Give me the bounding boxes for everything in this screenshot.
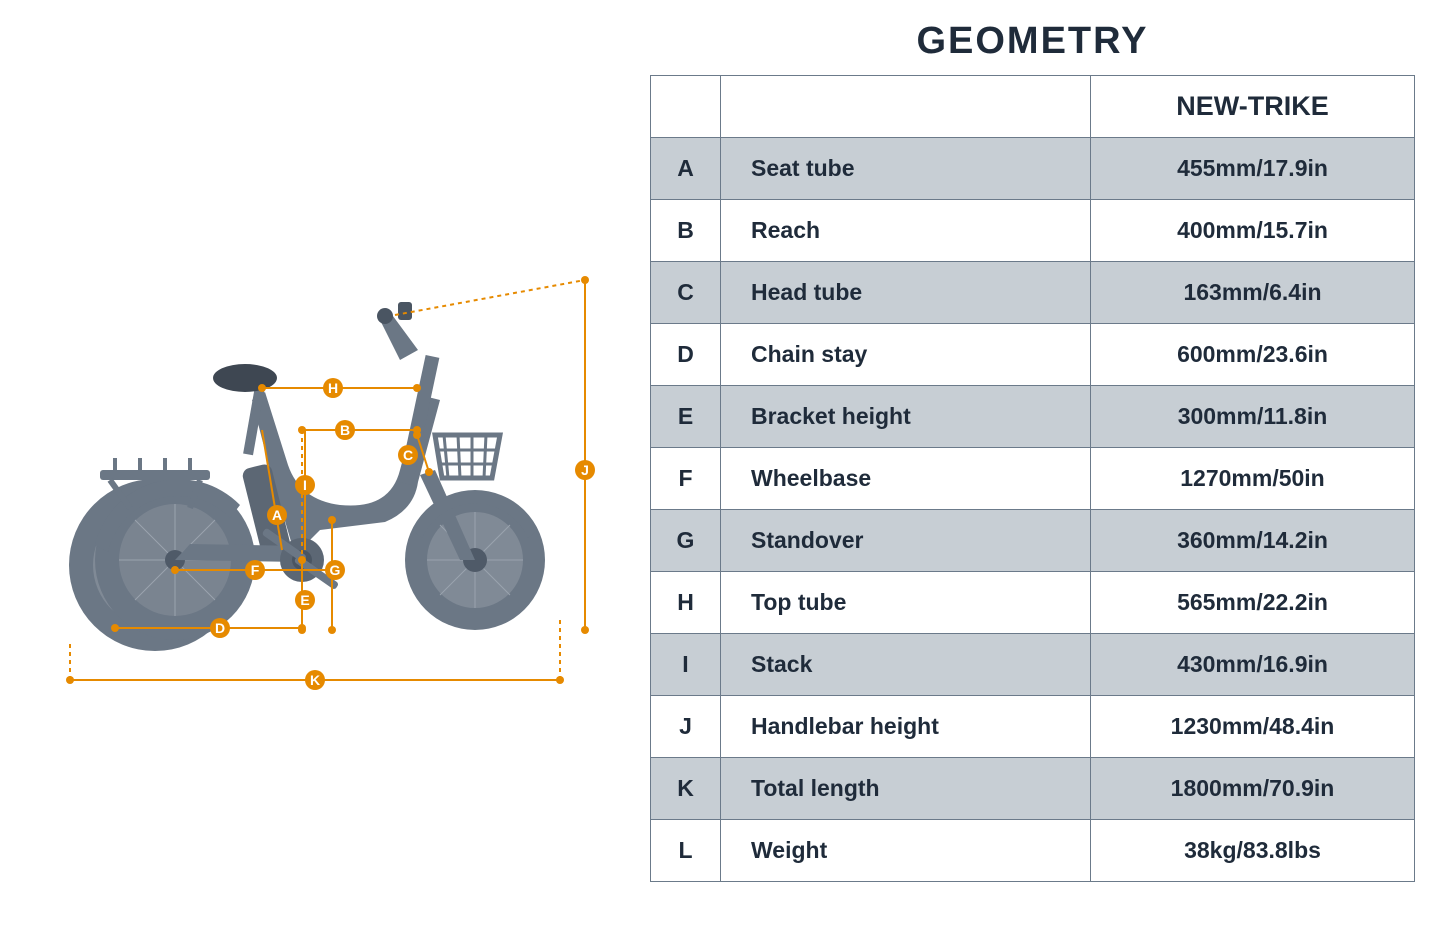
svg-text:K: K bbox=[310, 672, 320, 688]
row-value: 430mm/16.9in bbox=[1091, 634, 1415, 696]
table-row: ASeat tube455mm/17.9in bbox=[651, 138, 1415, 200]
row-name: Bracket height bbox=[721, 386, 1091, 448]
geometry-diagram: A B C D E F G H I J K bbox=[0, 0, 640, 932]
table-row: DChain stay600mm/23.6in bbox=[651, 324, 1415, 386]
row-letter: D bbox=[651, 324, 721, 386]
row-name: Top tube bbox=[721, 572, 1091, 634]
row-name: Handlebar height bbox=[721, 696, 1091, 758]
row-value: 565mm/22.2in bbox=[1091, 572, 1415, 634]
table-row: LWeight38kg/83.8lbs bbox=[651, 820, 1415, 882]
table-row: IStack430mm/16.9in bbox=[651, 634, 1415, 696]
table-row: EBracket height300mm/11.8in bbox=[651, 386, 1415, 448]
row-name: Stack bbox=[721, 634, 1091, 696]
svg-text:C: C bbox=[403, 447, 413, 463]
svg-text:G: G bbox=[330, 562, 341, 578]
table-row: KTotal length1800mm/70.9in bbox=[651, 758, 1415, 820]
svg-text:I: I bbox=[303, 477, 307, 493]
row-name: Head tube bbox=[721, 262, 1091, 324]
row-value: 300mm/11.8in bbox=[1091, 386, 1415, 448]
row-letter: L bbox=[651, 820, 721, 882]
row-value: 400mm/15.7in bbox=[1091, 200, 1415, 262]
row-name: Reach bbox=[721, 200, 1091, 262]
row-letter: C bbox=[651, 262, 721, 324]
row-letter: B bbox=[651, 200, 721, 262]
svg-text:J: J bbox=[581, 462, 589, 478]
svg-text:B: B bbox=[340, 422, 350, 438]
geometry-table: NEW-TRIKE ASeat tube455mm/17.9inBReach40… bbox=[650, 75, 1415, 882]
row-value: 1800mm/70.9in bbox=[1091, 758, 1415, 820]
row-value: 600mm/23.6in bbox=[1091, 324, 1415, 386]
row-letter: F bbox=[651, 448, 721, 510]
row-value: 455mm/17.9in bbox=[1091, 138, 1415, 200]
row-name: Weight bbox=[721, 820, 1091, 882]
svg-text:A: A bbox=[272, 507, 282, 523]
svg-text:H: H bbox=[328, 380, 338, 396]
row-value: 1270mm/50in bbox=[1091, 448, 1415, 510]
svg-text:E: E bbox=[300, 592, 309, 608]
row-letter: J bbox=[651, 696, 721, 758]
row-name: Standover bbox=[721, 510, 1091, 572]
row-name: Chain stay bbox=[721, 324, 1091, 386]
bike-diagram-svg: A B C D E F G H I J K bbox=[40, 260, 620, 700]
table-row: GStandover360mm/14.2in bbox=[651, 510, 1415, 572]
row-value: 163mm/6.4in bbox=[1091, 262, 1415, 324]
table-row: CHead tube163mm/6.4in bbox=[651, 262, 1415, 324]
table-row: JHandlebar height1230mm/48.4in bbox=[651, 696, 1415, 758]
row-letter: K bbox=[651, 758, 721, 820]
table-row: BReach400mm/15.7in bbox=[651, 200, 1415, 262]
header-model: NEW-TRIKE bbox=[1091, 76, 1415, 138]
row-value: 360mm/14.2in bbox=[1091, 510, 1415, 572]
row-letter: H bbox=[651, 572, 721, 634]
table-row: FWheelbase1270mm/50in bbox=[651, 448, 1415, 510]
row-name: Total length bbox=[721, 758, 1091, 820]
svg-text:F: F bbox=[251, 562, 260, 578]
table-row: HTop tube565mm/22.2in bbox=[651, 572, 1415, 634]
row-letter: A bbox=[651, 138, 721, 200]
row-value: 1230mm/48.4in bbox=[1091, 696, 1415, 758]
row-name: Wheelbase bbox=[721, 448, 1091, 510]
row-value: 38kg/83.8lbs bbox=[1091, 820, 1415, 882]
geometry-title: GEOMETRY bbox=[650, 20, 1415, 63]
row-letter: E bbox=[651, 386, 721, 448]
row-name: Seat tube bbox=[721, 138, 1091, 200]
svg-text:D: D bbox=[215, 620, 225, 636]
row-letter: G bbox=[651, 510, 721, 572]
row-letter: I bbox=[651, 634, 721, 696]
header-blank-2 bbox=[721, 76, 1091, 138]
header-blank-1 bbox=[651, 76, 721, 138]
